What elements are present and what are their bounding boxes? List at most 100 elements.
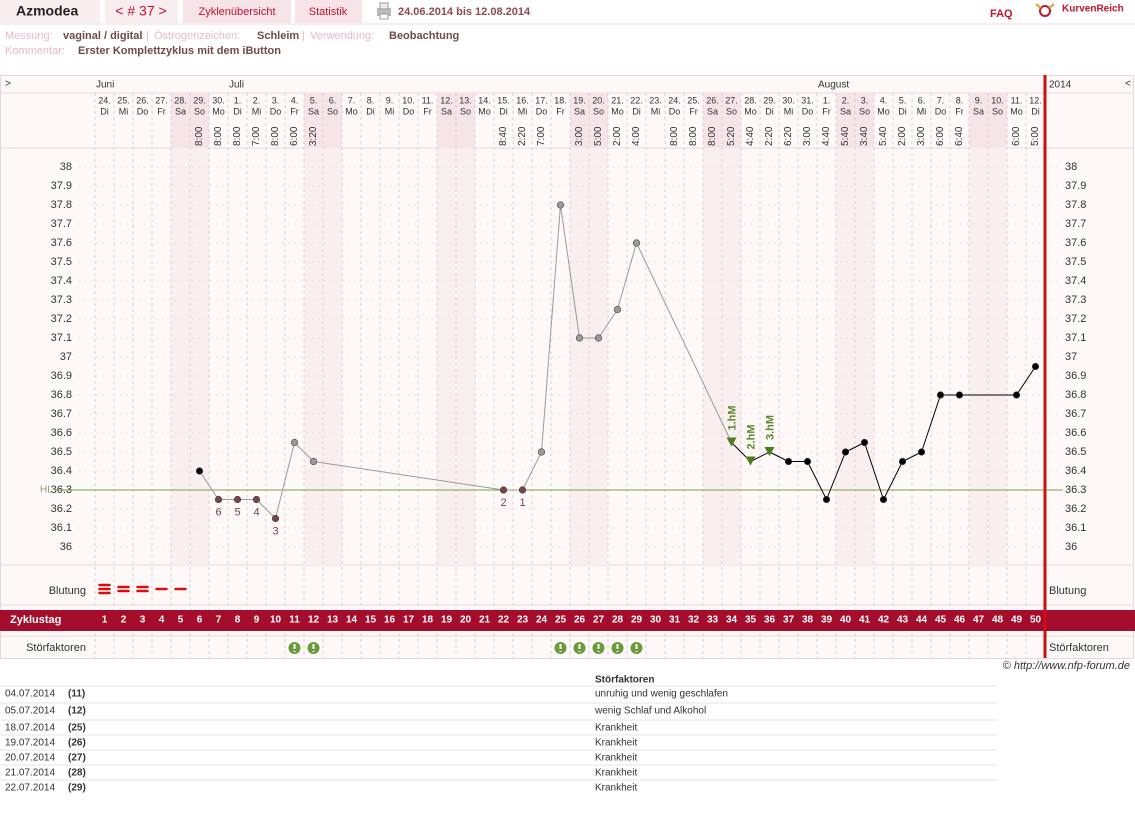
tab[interactable] xyxy=(183,0,291,23)
temp-point xyxy=(195,467,204,475)
point-label: 4 xyxy=(253,506,259,518)
bleeding-mark xyxy=(117,585,130,593)
weekday-label: Mo xyxy=(212,106,225,116)
cycle-day: 24 xyxy=(536,615,548,626)
cycle-nav[interactable]: < # 37 > xyxy=(115,3,166,19)
cycle-day: 15 xyxy=(365,615,377,626)
temp-point xyxy=(803,457,812,466)
date-label: 21. xyxy=(611,95,624,105)
month-label: Juli xyxy=(229,80,244,91)
time-label: 5:40 xyxy=(840,126,851,146)
weekday-label: Do xyxy=(137,106,149,116)
month-label: August xyxy=(818,80,849,91)
weekend-column xyxy=(456,148,475,565)
weekday-label: Di xyxy=(233,106,242,116)
date-label: 10. xyxy=(991,95,1004,105)
date-label: 23. xyxy=(649,95,662,105)
tab-label[interactable]: Statistik xyxy=(309,6,348,18)
point-label: 3 xyxy=(272,525,278,537)
printer-paper[interactable] xyxy=(379,2,389,10)
temp-point xyxy=(1031,362,1040,371)
date-label: 2. xyxy=(253,95,261,105)
date-label: 7. xyxy=(937,95,945,105)
weekday-label: Sa xyxy=(308,106,319,116)
temp-point xyxy=(518,486,527,494)
table-day: (26) xyxy=(68,738,86,749)
date-label: 1. xyxy=(823,95,831,105)
cycle-day: 25 xyxy=(555,615,567,626)
table-text: Krankheit xyxy=(595,723,637,734)
cycle-day: 8 xyxy=(235,615,241,626)
cycle-day: 5 xyxy=(178,615,184,626)
table-text: Krankheit xyxy=(595,783,637,794)
print-icon[interactable] xyxy=(377,2,391,20)
date-label: 8. xyxy=(956,95,964,105)
weekend-column xyxy=(323,148,342,565)
weekday-label: Mo xyxy=(744,106,757,116)
point-label: 5 xyxy=(234,506,240,518)
tab-label[interactable]: Zyklenübersicht xyxy=(198,6,275,18)
time-label: 8:00 xyxy=(194,126,205,146)
brand[interactable]: KurvenReich xyxy=(1062,4,1124,15)
date-label: 22. xyxy=(630,95,643,105)
y2-tick-label: 37.2 xyxy=(1065,313,1086,325)
printer-body[interactable] xyxy=(377,8,391,16)
y-tick-label: 36.2 xyxy=(51,503,72,515)
y-tick-label: 36.8 xyxy=(51,389,72,401)
weekend-column xyxy=(722,148,741,565)
weekday-label: Di xyxy=(366,106,375,116)
info-value: Schleim xyxy=(257,30,299,42)
y-tick-label: 36.7 xyxy=(51,408,72,420)
date-label: 11. xyxy=(422,95,434,105)
tab[interactable] xyxy=(295,0,362,23)
curve-segment xyxy=(921,394,941,453)
weekend-header xyxy=(988,93,1007,148)
weekday-label: So xyxy=(460,106,471,116)
y-tick-label: 36.5 xyxy=(51,446,72,458)
nav-box[interactable] xyxy=(105,0,178,23)
cycle-day: 41 xyxy=(859,615,871,626)
cycle-day: 2 xyxy=(121,615,127,626)
weekend-header xyxy=(456,93,475,148)
temp-point xyxy=(860,438,869,447)
cycle-day: 36 xyxy=(764,615,776,626)
cycle-day: 11 xyxy=(289,615,300,626)
weekday-label: Sa xyxy=(175,106,186,116)
info-separator: | xyxy=(302,30,305,42)
printer-out[interactable] xyxy=(379,13,389,20)
disturbance-label: Störfaktoren xyxy=(26,642,86,654)
weekend-header xyxy=(703,93,722,148)
curve-segment xyxy=(864,442,884,500)
weekend-header xyxy=(722,93,741,148)
weekday-label: Mi xyxy=(385,106,395,116)
time-label: 6:40 xyxy=(954,126,965,146)
nav-prev[interactable]: > xyxy=(5,79,11,90)
weekday-label: Di xyxy=(100,106,109,116)
weekend-header xyxy=(304,93,323,148)
nav-next[interactable]: < xyxy=(1125,79,1131,90)
date-label: 29. xyxy=(763,95,776,105)
cycle-day: 14 xyxy=(346,615,358,626)
y2-tick-label: 37.4 xyxy=(1065,275,1086,287)
time-label: 2:00 xyxy=(897,126,908,146)
cycle-day: 7 xyxy=(216,615,222,626)
weekday-label: Mi xyxy=(518,106,528,116)
temp-point xyxy=(898,457,907,466)
temp-point xyxy=(879,495,888,504)
table-day: (25) xyxy=(68,723,86,734)
date-label: 30. xyxy=(782,95,795,105)
temp-point xyxy=(936,391,945,399)
time-label: 6:00 xyxy=(935,126,946,146)
cycle-day-row xyxy=(0,610,1135,631)
y-tick-label: 38 xyxy=(60,161,72,173)
weekday-label: Mo xyxy=(611,106,624,116)
date-label: 18. xyxy=(554,95,567,105)
info-separator: | xyxy=(146,30,149,42)
y2-tick-label: 36.8 xyxy=(1065,389,1086,401)
weekend-header xyxy=(437,93,456,148)
weekend-header xyxy=(969,93,988,148)
faq-link[interactable]: FAQ xyxy=(990,8,1013,20)
time-label: 6:20 xyxy=(783,126,794,146)
table-date: 18.07.2014 xyxy=(5,723,55,734)
